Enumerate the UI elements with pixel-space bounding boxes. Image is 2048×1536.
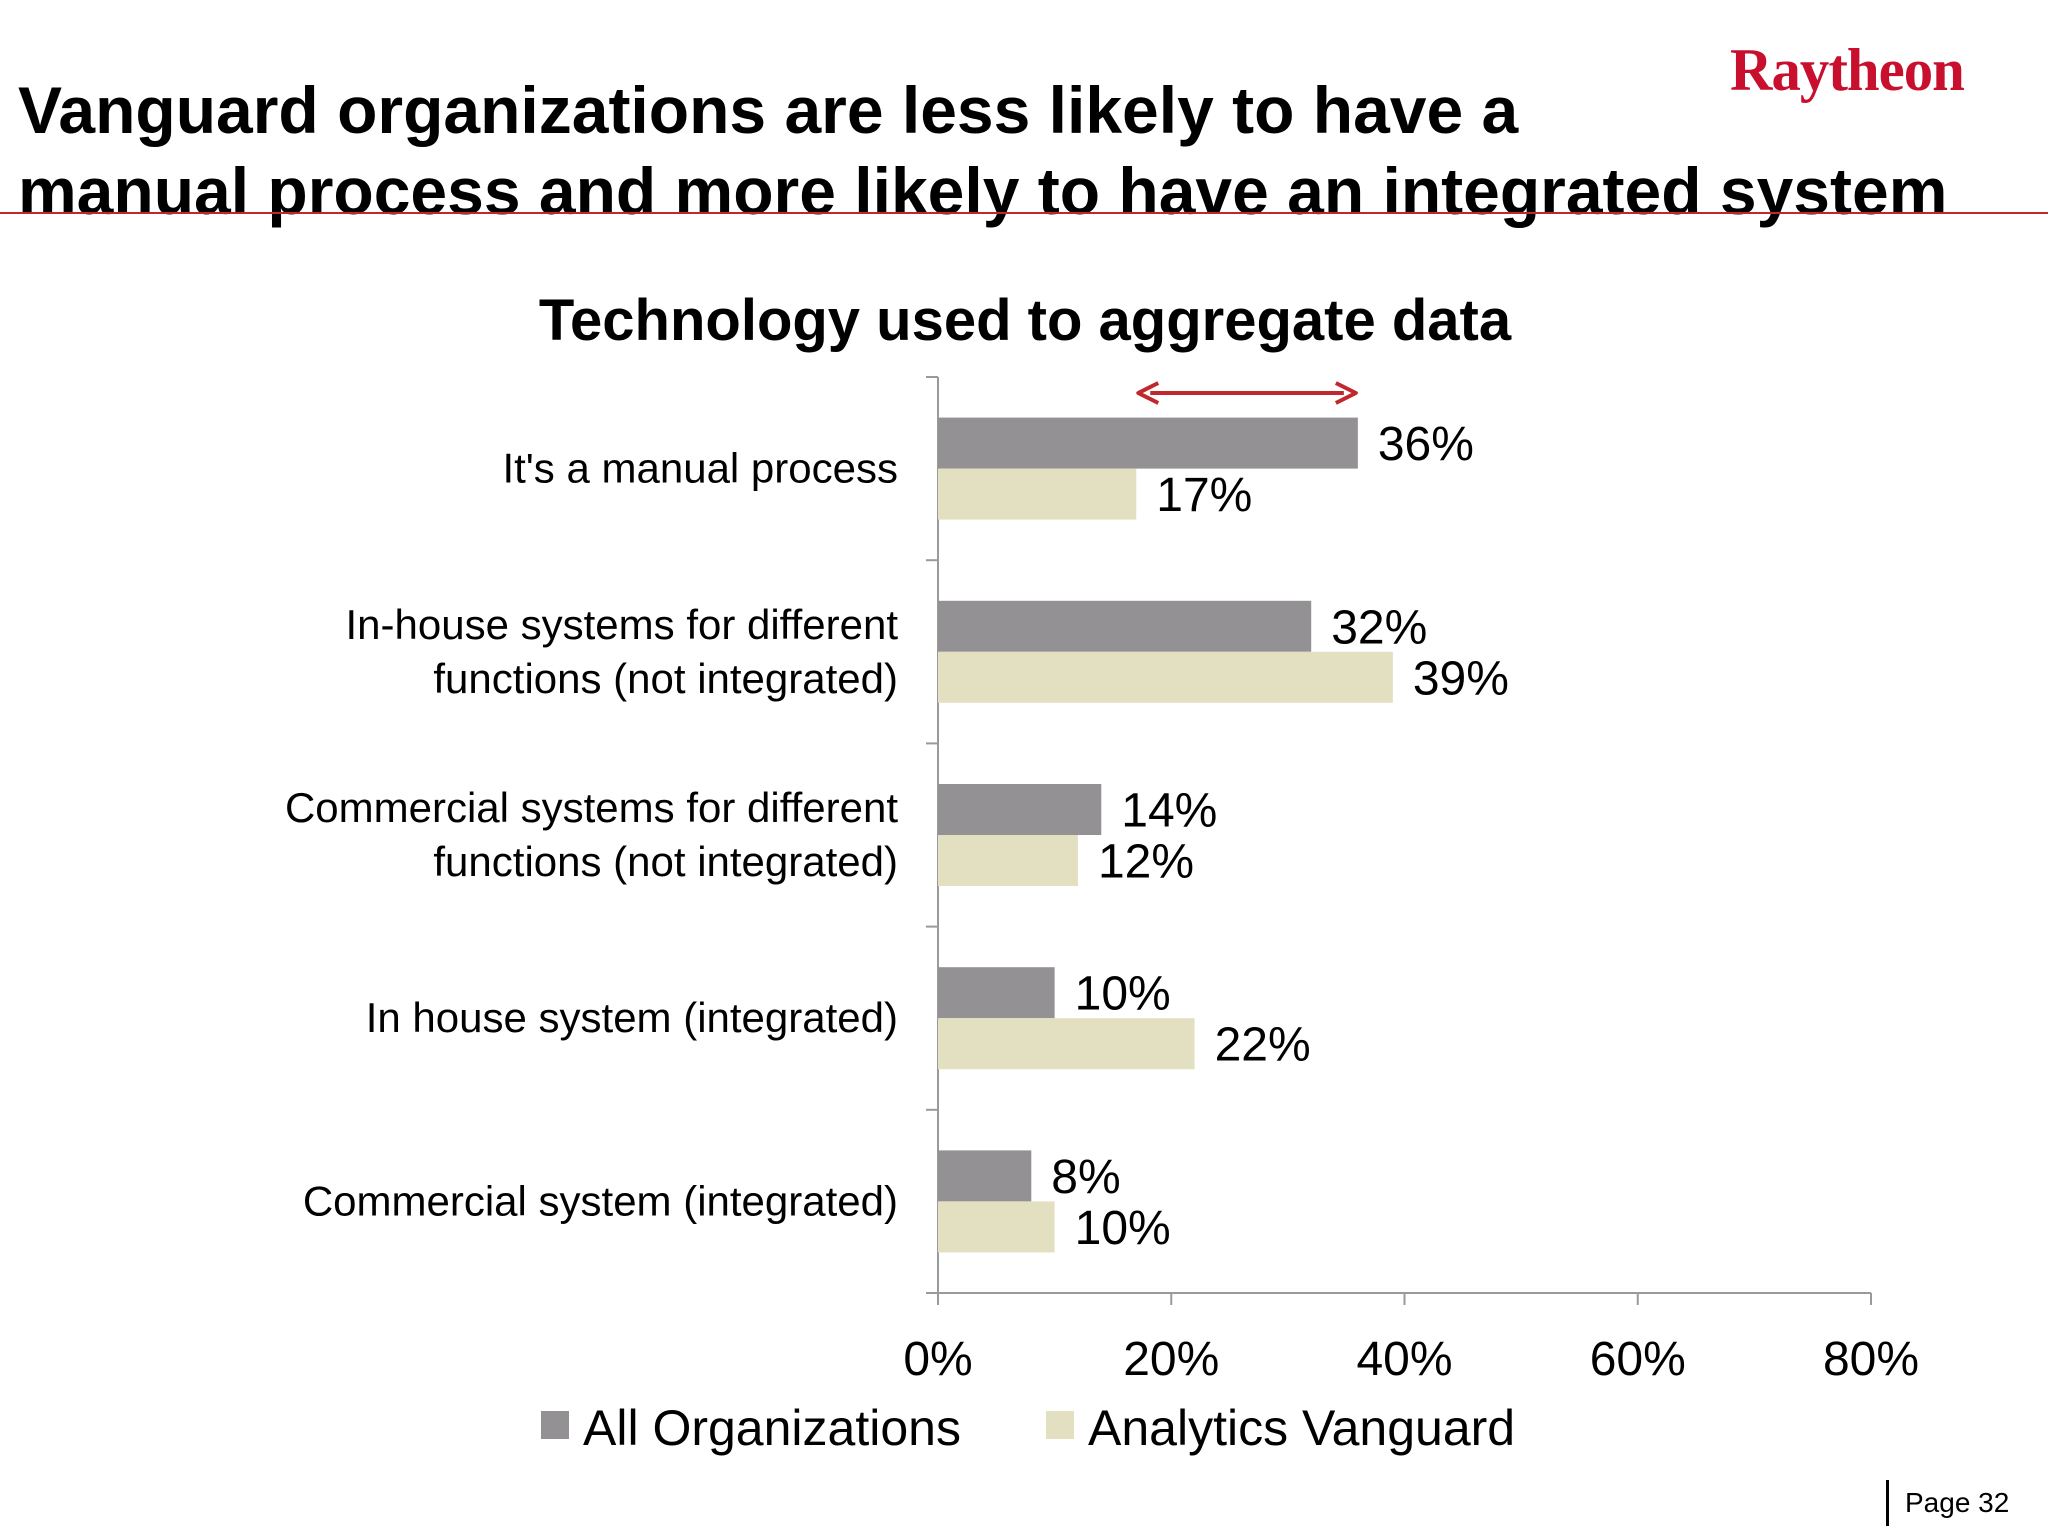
data-label: 8% (1051, 1151, 1120, 1204)
slide-title-line-2: manual process and more likely to have a… (18, 154, 1948, 228)
page-number-divider (1886, 1480, 1889, 1526)
bar-analytics-vanguard (938, 651, 1393, 703)
chart-legend: All Organizations Analytics Vanguard (541, 1400, 1515, 1456)
bar-all-organizations (938, 600, 1312, 652)
category-label: Commercial systems for different function… (285, 784, 898, 885)
raytheon-logo: Raytheon (1730, 37, 1965, 103)
annotation-arrow-head-left (1136, 381, 1160, 405)
category-label-line: In house system (integrated) (366, 994, 898, 1041)
bar-all-organizations (938, 967, 1055, 1019)
category-label-line: It's a manual process (502, 445, 898, 492)
data-label: 14% (1121, 785, 1217, 838)
bar-all-organizations (938, 784, 1102, 835)
annotation-arrow-head-right (1334, 381, 1358, 405)
bar-all-organizations (938, 1150, 1032, 1202)
legend-label: All Organizations (583, 1400, 961, 1456)
chart-labels: It's a manual process In-house systems fo… (285, 418, 1509, 1255)
chart-bars (938, 417, 1393, 1253)
slide-title: Vanguard organizations are less likely t… (18, 70, 2018, 232)
x-tick-label: 40% (1356, 1333, 1452, 1386)
title-rule (0, 212, 2048, 214)
page-number: Page 32 (1905, 1487, 2010, 1518)
category-label-line: In-house systems for different (346, 601, 899, 648)
bar-analytics-vanguard (938, 835, 1078, 886)
data-label: 10% (1075, 1202, 1171, 1255)
category-label: It's a manual process (502, 445, 898, 492)
data-label: 36% (1378, 418, 1474, 471)
legend-swatch (541, 1411, 569, 1439)
x-tick-label: 0% (903, 1333, 972, 1386)
bar-analytics-vanguard (938, 1018, 1195, 1070)
bar-all-organizations (938, 417, 1358, 469)
chart-annotation (1136, 381, 1358, 405)
bar-analytics-vanguard (938, 1201, 1055, 1253)
bar-analytics-vanguard (938, 468, 1137, 520)
category-label: Commercial system (integrated) (303, 1177, 898, 1224)
x-tick-label: 60% (1590, 1333, 1686, 1386)
slide-title-line-1: Vanguard organizations are less likely t… (18, 73, 1519, 147)
category-label: In house system (integrated) (366, 994, 898, 1041)
legend-swatch (1046, 1411, 1074, 1439)
data-label: 39% (1413, 652, 1509, 705)
category-label-line: Commercial systems for different (285, 784, 898, 831)
x-tick-label: 80% (1823, 1333, 1919, 1386)
data-label: 22% (1215, 1019, 1311, 1072)
chart-title: Technology used to aggregate data (539, 288, 1512, 353)
data-label: 10% (1075, 968, 1171, 1021)
category-label-line: functions (not integrated) (433, 838, 898, 885)
data-label: 12% (1098, 836, 1194, 889)
data-label: 17% (1156, 469, 1252, 522)
data-label: 32% (1331, 601, 1427, 654)
category-label: In-house systems for different functions … (346, 601, 899, 702)
category-label-line: functions (not integrated) (433, 655, 898, 702)
category-label-line: Commercial system (integrated) (303, 1177, 898, 1224)
x-tick-label: 20% (1123, 1333, 1219, 1386)
legend-label: Analytics Vanguard (1088, 1400, 1515, 1456)
